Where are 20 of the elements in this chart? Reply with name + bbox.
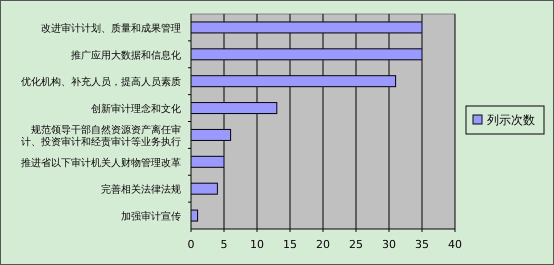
y-tick-label: 推广应用大数据和信息化: [71, 49, 181, 62]
x-tick-label: 35: [415, 238, 429, 251]
x-tick-label: 40: [448, 238, 462, 251]
bar: [190, 182, 218, 195]
x-tick-label: 30: [382, 238, 396, 251]
x-tick-label: 15: [283, 238, 297, 251]
y-tick-label: 推进省以下审计机关人财物管理改革: [21, 156, 181, 169]
x-tick-label: 0: [188, 238, 194, 251]
x-tick-label: 20: [316, 238, 330, 251]
y-tick-label: 规范领导干部自然资源资产离任审计、投资审计和经责审计等业务执行: [21, 124, 181, 148]
bar: [190, 210, 198, 222]
y-tick-label: 优化机构、补充人员，提高人员素质: [21, 76, 181, 88]
y-tick-label: 创新审计理念和文化: [91, 103, 181, 116]
legend-label: 列示次数: [487, 113, 535, 127]
y-tick-label: 完善相关法律法规: [101, 184, 181, 196]
y-tick-label: 加强审计宣传: [121, 210, 181, 223]
x-tick-label: 10: [250, 238, 264, 251]
x-tick-label: 25: [349, 238, 363, 251]
y-tick-label: 改进审计计划、质量和成果管理: [41, 22, 181, 34]
x-tick-label: 5: [220, 238, 228, 251]
